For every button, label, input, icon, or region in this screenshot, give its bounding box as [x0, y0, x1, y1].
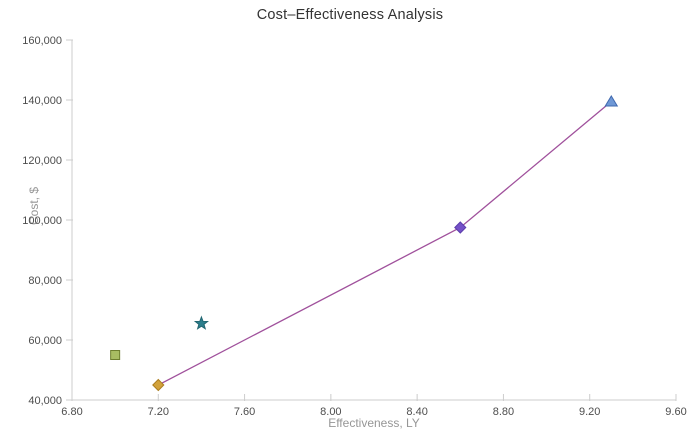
chart-title: Cost–Effectiveness Analysis — [256, 7, 444, 23]
x-tick-label: 8.80 — [493, 406, 514, 418]
x-tick-label: 8.40 — [406, 406, 427, 418]
data-point-star-teal[interactable] — [193, 315, 209, 330]
y-tick-label: 140,000 — [22, 95, 62, 107]
x-tick-label: 6.80 — [61, 406, 82, 418]
y-tick-label: 100,000 — [22, 215, 62, 227]
y-tick-label: 120,000 — [22, 155, 62, 167]
x-tick-label: 8.00 — [320, 406, 341, 418]
data-point-square-green[interactable] — [110, 350, 121, 360]
data-point-diamond-gold[interactable] — [152, 378, 165, 392]
y-tick-label: 160,000 — [22, 35, 62, 47]
frontier-line — [157, 101, 612, 386]
y-tick-label: 40,000 — [28, 395, 62, 407]
y-tick-label: 60,000 — [28, 335, 62, 347]
x-tick-label: 9.20 — [579, 406, 600, 418]
x-tick-label: 7.60 — [234, 406, 255, 418]
x-tick-label: 7.20 — [148, 406, 169, 418]
data-point-diamond-purple[interactable] — [454, 221, 467, 234]
data-point-triangle-blue[interactable] — [604, 95, 619, 107]
y-tick-label: 80,000 — [28, 275, 62, 287]
x-axis-title: Effectiveness, LY — [328, 416, 420, 430]
x-tick-label: 9.60 — [665, 406, 686, 418]
